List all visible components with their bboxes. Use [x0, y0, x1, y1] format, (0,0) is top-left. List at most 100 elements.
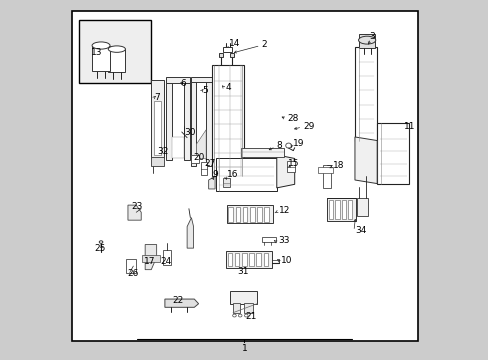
Polygon shape	[196, 130, 206, 158]
Polygon shape	[187, 218, 193, 248]
Ellipse shape	[99, 241, 102, 243]
Bar	[206, 80, 211, 166]
Text: 14: 14	[228, 39, 240, 48]
Bar	[326, 198, 355, 221]
Bar	[183, 80, 190, 160]
Bar	[318, 167, 332, 173]
Ellipse shape	[232, 314, 236, 317]
Text: 6: 6	[180, 80, 185, 89]
Text: 7: 7	[154, 93, 160, 102]
Text: 12: 12	[278, 206, 290, 215]
Bar	[323, 165, 330, 188]
Text: 3: 3	[368, 32, 374, 41]
Bar	[79, 21, 150, 83]
Bar	[235, 207, 240, 222]
Bar	[328, 200, 332, 220]
Polygon shape	[354, 47, 376, 140]
Bar	[242, 207, 247, 222]
Polygon shape	[354, 137, 376, 184]
Text: 1: 1	[241, 344, 247, 353]
Bar	[190, 80, 196, 166]
Bar	[165, 77, 190, 83]
Text: 30: 30	[184, 128, 195, 137]
Bar	[228, 207, 233, 222]
Polygon shape	[241, 148, 284, 157]
Text: 5: 5	[202, 86, 207, 95]
Text: 23: 23	[131, 202, 142, 211]
Text: 16: 16	[226, 170, 238, 179]
Text: 4: 4	[225, 83, 231, 92]
Bar	[249, 207, 254, 222]
Polygon shape	[145, 244, 156, 270]
Bar	[263, 253, 267, 266]
Polygon shape	[164, 299, 198, 307]
Text: 22: 22	[172, 296, 183, 305]
Bar	[335, 200, 339, 220]
Text: 2: 2	[261, 40, 267, 49]
Text: 21: 21	[244, 312, 256, 321]
Text: 32: 32	[158, 147, 169, 156]
Bar	[226, 205, 273, 223]
Bar	[230, 53, 233, 57]
Bar	[244, 303, 253, 314]
Text: 9: 9	[212, 170, 218, 179]
Ellipse shape	[244, 314, 247, 317]
Polygon shape	[376, 123, 408, 184]
Bar	[225, 251, 272, 268]
Ellipse shape	[108, 46, 125, 52]
Bar	[256, 253, 261, 266]
Text: 25: 25	[95, 244, 106, 253]
Bar	[347, 200, 352, 220]
Bar	[219, 53, 223, 57]
Text: 26: 26	[127, 269, 138, 278]
Bar	[249, 253, 253, 266]
Polygon shape	[151, 80, 163, 158]
Bar	[261, 237, 276, 242]
Bar	[201, 162, 206, 175]
Bar	[191, 155, 198, 163]
Bar	[234, 253, 239, 266]
Polygon shape	[276, 155, 294, 188]
Text: 15: 15	[287, 159, 299, 168]
Bar	[227, 253, 232, 266]
Bar	[359, 34, 375, 48]
Ellipse shape	[358, 36, 375, 44]
Bar	[341, 200, 346, 220]
Text: 20: 20	[193, 153, 204, 162]
Text: 8: 8	[276, 141, 282, 150]
Bar	[153, 101, 161, 155]
Text: 11: 11	[404, 122, 415, 131]
Text: 34: 34	[354, 226, 366, 235]
Text: 18: 18	[333, 161, 344, 170]
Bar	[126, 259, 136, 273]
Polygon shape	[211, 65, 244, 176]
Polygon shape	[208, 176, 215, 189]
Ellipse shape	[238, 314, 242, 317]
Text: 13: 13	[90, 48, 102, 57]
Text: 28: 28	[287, 114, 298, 123]
Bar	[223, 178, 230, 187]
Text: 24: 24	[161, 257, 172, 266]
Ellipse shape	[92, 42, 110, 49]
Bar	[151, 157, 163, 166]
Polygon shape	[92, 45, 110, 71]
Text: 17: 17	[144, 257, 156, 266]
Bar	[230, 291, 257, 304]
Polygon shape	[128, 205, 141, 220]
Bar	[242, 253, 246, 266]
Text: 29: 29	[303, 122, 314, 131]
Bar	[357, 198, 367, 216]
Bar	[257, 207, 261, 222]
Bar	[172, 137, 183, 158]
Ellipse shape	[285, 143, 291, 148]
Bar	[190, 77, 211, 82]
Bar	[286, 161, 294, 172]
Text: 31: 31	[237, 267, 248, 276]
Bar	[264, 207, 268, 222]
Text: 19: 19	[293, 139, 304, 148]
Polygon shape	[215, 158, 276, 191]
Bar	[142, 255, 160, 262]
Bar	[163, 250, 170, 265]
Text: 10: 10	[280, 256, 292, 265]
Text: 27: 27	[204, 159, 215, 168]
